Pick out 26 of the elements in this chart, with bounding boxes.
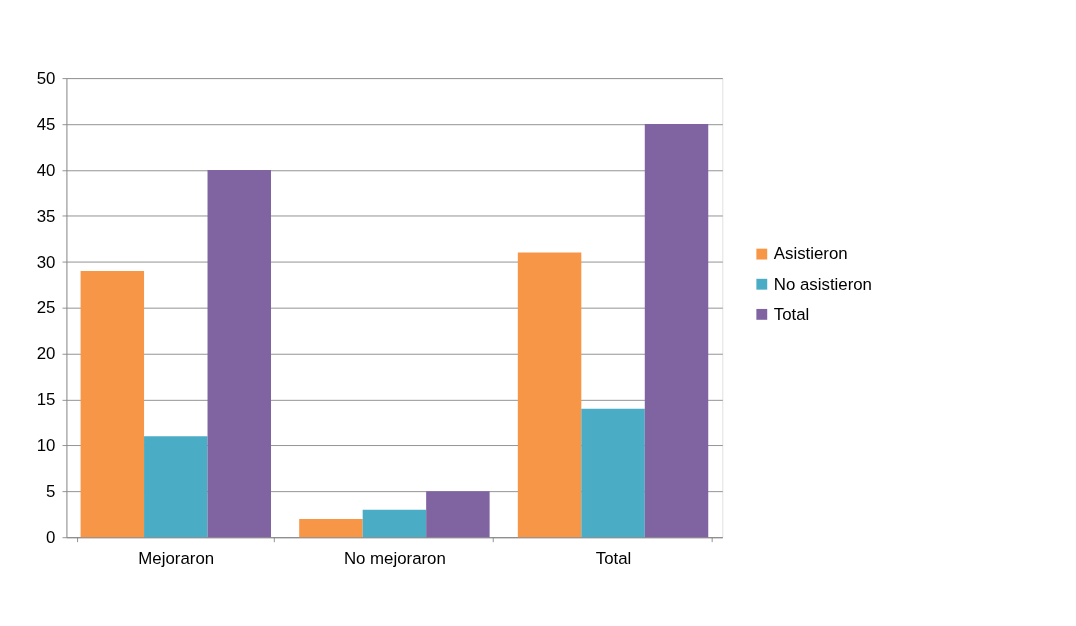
y-tick-label: 5 (46, 482, 56, 502)
bar (426, 491, 490, 538)
bar (517, 252, 582, 538)
x-tick-label: Total (595, 549, 632, 569)
y-tick-label: 35 (36, 206, 56, 226)
y-tick-label: 10 (36, 436, 56, 456)
y-tick-label: 40 (36, 160, 56, 180)
legend-label: Asistieron (773, 244, 848, 264)
y-tick-label: 20 (36, 344, 56, 364)
legend-label: Total (773, 304, 810, 324)
bar (362, 509, 427, 538)
bar (80, 270, 145, 538)
bar (299, 518, 363, 538)
bar (207, 169, 271, 538)
x-tick-label: Mejoraron (138, 549, 215, 569)
y-tick-label: 0 (46, 528, 56, 548)
y-tick-label: 25 (36, 298, 56, 318)
legend-label: No asistieron (773, 274, 872, 294)
bar (581, 408, 645, 538)
x-tick-label: No mejoraron (343, 549, 446, 569)
y-tick-label: 50 (36, 68, 56, 88)
bar (644, 124, 709, 538)
y-tick-label: 30 (36, 252, 56, 272)
y-tick-label: 15 (36, 390, 56, 410)
bar (144, 436, 208, 538)
y-tick-label: 45 (36, 114, 56, 134)
